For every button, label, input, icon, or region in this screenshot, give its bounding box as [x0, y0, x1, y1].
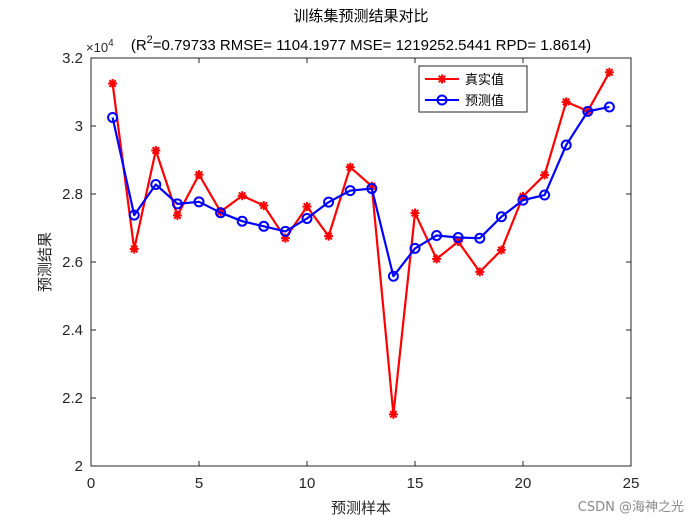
series-2-point-4 [171, 198, 183, 210]
series-1-point-22 [561, 97, 571, 107]
watermark: CSDN @海神之光 [578, 500, 684, 515]
subtitle-superscript: 2 [147, 34, 153, 46]
series-2-point-10 [301, 212, 313, 224]
y-axis-label: 预测结果 [36, 232, 54, 292]
series-2-point-7 [236, 215, 248, 227]
x-tick-label-5: 25 [623, 475, 640, 492]
series-layer [107, 67, 615, 419]
series-2-point-23 [582, 105, 594, 117]
series-1-point-16 [432, 254, 442, 264]
series-1-point-18 [475, 267, 485, 277]
series-1-point-8 [259, 201, 269, 211]
plot-area [90, 57, 632, 467]
series-2-point-22 [560, 139, 572, 151]
series-2-point-3 [150, 178, 162, 190]
y-exponent-power: 4 [108, 38, 114, 49]
y-tick-label-5: 3 [75, 118, 83, 135]
series-1-point-11 [324, 231, 334, 241]
series-1-point-3 [151, 145, 161, 155]
y-exponent-base: ×10 [86, 40, 108, 55]
series-line-1 [111, 71, 611, 416]
series-1-point-15 [410, 208, 420, 218]
series-1-point-21 [540, 170, 550, 180]
y-tick-label-4: 2.8 [62, 186, 83, 203]
chart-subtitle: (R2=0.79733 RMSE= 1104.1977 MSE= 1219252… [131, 34, 591, 54]
axis-ticks: 0 5 10 15 20 25 2 2.2 2.4 2.6 2.8 3 3.2 [62, 50, 639, 492]
series-2-point-1 [107, 112, 119, 123]
series-1-point-10 [302, 202, 312, 212]
x-axis-label: 预测样本 [331, 499, 391, 517]
series-2-point-20 [517, 194, 529, 206]
legend-label-series-1: 真实值 [465, 72, 504, 88]
series-2-point-16 [431, 229, 443, 241]
series-2-point-24 [603, 101, 615, 113]
series-2-point-8 [258, 220, 270, 232]
series-2-point-5 [193, 196, 205, 208]
x-tick-label-0: 0 [87, 475, 95, 492]
legend-asterisk [437, 74, 447, 84]
series-2-point-15 [409, 242, 421, 254]
legend-box [418, 65, 528, 113]
y-tick-label-1: 2.2 [62, 390, 83, 407]
series-2-point-2 [128, 209, 140, 221]
y-tick-label-0: 2 [75, 458, 83, 475]
legend: 真实值 预测值 [418, 65, 528, 113]
x-tick-label-3: 15 [407, 475, 424, 492]
series-2-point-18 [474, 232, 486, 244]
series-1-point-4 [172, 210, 182, 220]
series-1-point-14 [388, 409, 398, 419]
y-exponent: ×104 [86, 38, 114, 55]
series-1-point-1 [108, 79, 118, 88]
y-tick-label-6: 3.2 [62, 50, 83, 67]
x-tick-label-2: 10 [299, 475, 316, 492]
series-1-point-2 [129, 244, 139, 254]
series-1-point-5 [194, 170, 204, 180]
chart-title: 训练集预测结果对比 [293, 7, 428, 25]
subtitle-stats: =0.79733 RMSE= 1104.1977 MSE= 1219252.54… [153, 37, 591, 54]
legend-marker-series-1 [437, 74, 447, 84]
y-tick-label-2: 2.4 [62, 322, 83, 339]
series-2-point-9 [279, 225, 291, 237]
series-1-point-24 [604, 67, 614, 77]
series-2-point-21 [539, 189, 551, 201]
x-tick-label-4: 20 [515, 475, 532, 492]
x-tick-label-1: 5 [195, 475, 203, 492]
series-2-point-14 [387, 270, 399, 282]
series-2-point-11 [323, 196, 335, 208]
subtitle-prefix: (R [131, 37, 147, 54]
series-1-point-12 [345, 162, 355, 172]
legend-label-series-2: 预测值 [465, 93, 504, 109]
series-2-point-17 [452, 232, 464, 244]
y-tick-label-3: 2.6 [62, 254, 83, 271]
legend-marker-series-2 [436, 94, 448, 106]
series-2-point-12 [344, 185, 356, 197]
series-2-point-13 [366, 183, 378, 195]
series-1-point-19 [496, 245, 506, 255]
series-1-point-7 [237, 191, 247, 201]
series-2-point-19 [495, 211, 507, 223]
series-2-point-6 [215, 207, 227, 219]
